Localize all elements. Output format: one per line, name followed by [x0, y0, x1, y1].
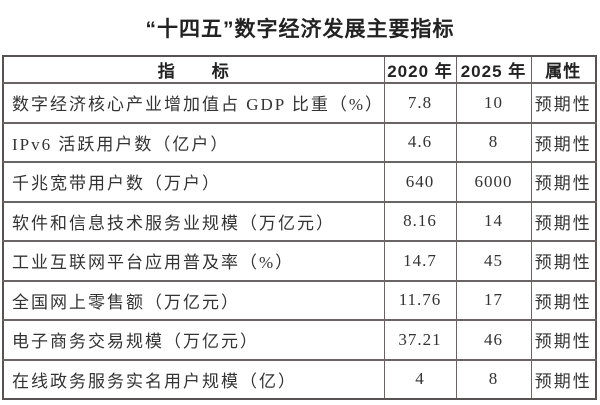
indicator-cell: 数字经济核心产业增加值占 GDP 比重（%）	[3, 83, 385, 124]
value-2020-cell: 7.8	[384, 83, 457, 124]
value-2020-cell: 37.21	[384, 320, 457, 361]
header-2025-cell: 2025 年	[456, 56, 532, 84]
header-indicator-cell: 指 标	[3, 56, 385, 84]
attribute-cell: 预期性	[531, 122, 596, 163]
value-2025-cell: 10	[456, 83, 532, 124]
value-2020-cell: 14.7	[384, 241, 457, 282]
table-row: 全国网上零售额（万亿元） 11.76 17 预期性	[3, 280, 596, 321]
indicator-cell: 软件和信息技术服务业规模（万亿元）	[3, 201, 385, 242]
header-2020-cell: 2020 年	[384, 56, 457, 84]
indicator-cell: IPv6 活跃用户数（亿户）	[3, 122, 385, 163]
value-2020-cell: 4.6	[384, 122, 457, 163]
attribute-cell: 预期性	[531, 320, 596, 361]
value-2020-cell: 4	[384, 359, 457, 399]
table-header-row: 指 标 2020 年 2025 年 属性	[3, 56, 596, 84]
value-2025-cell: 46	[456, 320, 532, 361]
table-row: 电子商务交易规模（万亿元） 37.21 46 预期性	[3, 320, 596, 361]
attribute-cell: 预期性	[531, 83, 596, 124]
attribute-cell: 预期性	[534, 371, 592, 391]
header-attribute-cell: 属性	[531, 56, 596, 84]
value-2020-cell: 11.76	[384, 280, 457, 321]
attribute-cell: 预期性	[531, 280, 596, 321]
indicator-cell: 在线政务服务实名用户规模（亿）	[3, 359, 385, 399]
value-2025-cell: 17	[456, 280, 532, 321]
indicators-table: 指 标 2020 年 2025 年 属性 数字经济核心产业增加值占 GDP 比重…	[2, 55, 597, 400]
table-row: 数字经济核心产业增加值占 GDP 比重（%） 7.8 10 预期性	[3, 83, 596, 124]
value-2025-cell: 8	[456, 359, 532, 399]
attribute-cell: 预期性	[531, 201, 596, 242]
value-2025-cell: 14	[456, 201, 532, 242]
attribute-cell: 预期性	[531, 162, 596, 203]
attribute-cell: 预期性	[531, 241, 596, 282]
value-2020-cell: 640	[384, 162, 457, 203]
table-row: 软件和信息技术服务业规模（万亿元） 8.16 14 预期性	[3, 201, 596, 242]
indicator-cell: 全国网上零售额（万亿元）	[3, 280, 385, 321]
table-row: 千兆宽带用户数（万户） 640 6000 预期性	[3, 162, 596, 203]
indicator-cell: 电子商务交易规模（万亿元）	[3, 320, 385, 361]
table-row: 工业互联网平台应用普及率（%） 14.7 45 预期性	[3, 241, 596, 282]
indicator-cell: 千兆宽带用户数（万户）	[3, 162, 385, 203]
value-2025-cell: 8	[456, 122, 532, 163]
table-row: IPv6 活跃用户数（亿户） 4.6 8 预期性	[3, 122, 596, 163]
indicator-cell: 工业互联网平台应用普及率（%）	[3, 241, 385, 282]
value-2020-cell: 8.16	[384, 201, 457, 242]
table-row: 在线政务服务实名用户规模（亿） 4 8 预期性	[3, 359, 596, 399]
value-2025-cell: 45	[456, 241, 532, 282]
page-title: “十四五”数字经济发展主要指标	[145, 18, 455, 41]
value-2025-cell: 6000	[456, 162, 532, 203]
